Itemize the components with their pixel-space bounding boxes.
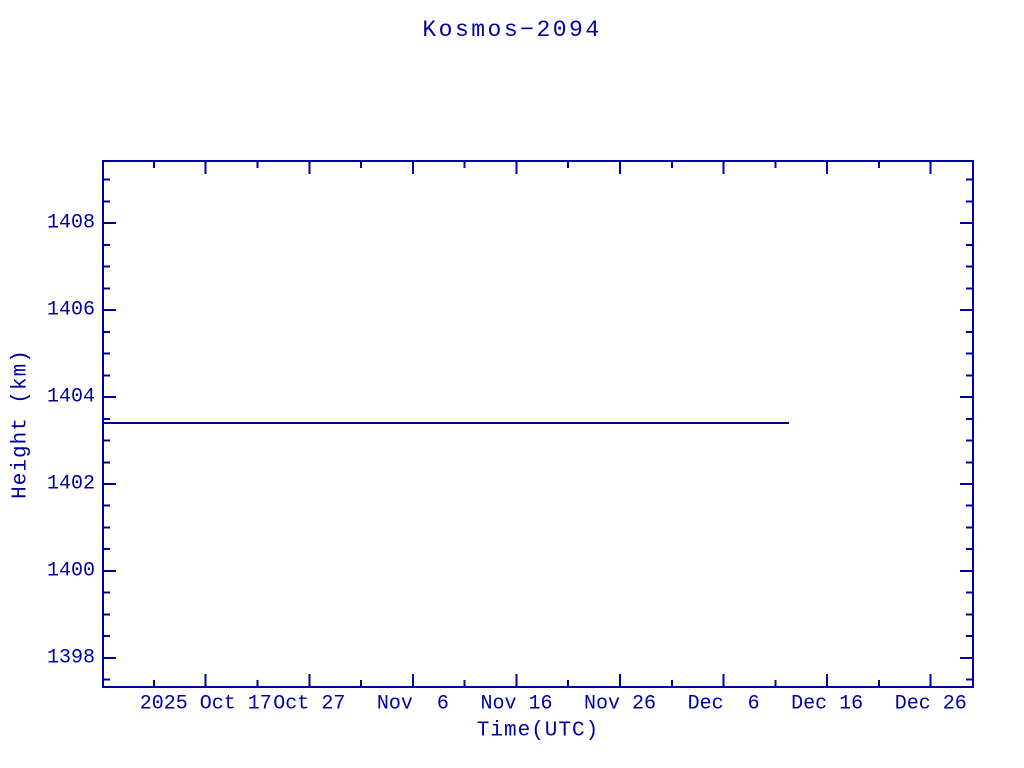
x-axis-title: Time(UTC) bbox=[476, 719, 600, 743]
y-tick-label: 1408 bbox=[46, 211, 95, 235]
x-tick-label: Nov 26 bbox=[584, 692, 657, 716]
x-tick-label: Dec 26 bbox=[894, 692, 967, 716]
x-tick-label: Nov 16 bbox=[480, 692, 553, 716]
chart-title: Kosmos−2094 bbox=[422, 17, 602, 43]
y-tick-label: 1406 bbox=[46, 298, 95, 322]
y-tick-label: 1398 bbox=[46, 646, 95, 670]
x-tick-label: Nov 6 bbox=[376, 692, 449, 716]
y-tick-label: 1404 bbox=[46, 385, 95, 409]
x-tick-label: Dec 16 bbox=[791, 692, 864, 716]
x-tick-label: Oct 27 bbox=[273, 692, 346, 716]
y-tick-label: 1400 bbox=[46, 559, 95, 583]
y-tick-label: 1402 bbox=[46, 472, 95, 496]
x-tick-label: 2025 Oct 17 bbox=[139, 692, 272, 716]
x-tick-label: Dec 6 bbox=[687, 692, 760, 716]
